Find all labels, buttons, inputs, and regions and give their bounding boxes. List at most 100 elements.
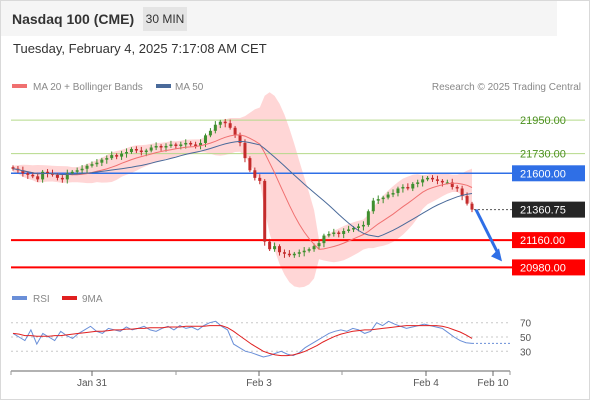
- bollinger-band: [13, 92, 472, 288]
- candle-body: [213, 124, 217, 131]
- forecast-arrow-head: [491, 248, 502, 262]
- ma20-swatch: [12, 84, 27, 88]
- candle-body: [139, 150, 143, 153]
- candle-body: [154, 145, 158, 148]
- candle-body: [11, 167, 15, 169]
- candle-body: [189, 142, 193, 145]
- rsi-ma-line: [12, 325, 473, 357]
- rsi-tick-label: 30: [520, 347, 532, 358]
- price-levels: [11, 119, 585, 269]
- candle-body: [31, 174, 35, 177]
- candle-body: [125, 152, 129, 154]
- candle-body: [179, 144, 183, 146]
- candle-body: [253, 170, 257, 178]
- candle-body: [287, 253, 291, 256]
- bollinger-band-area: [13, 92, 472, 288]
- candle-body: [268, 241, 272, 250]
- candle-body: [218, 121, 222, 125]
- x-tick-label: Feb 4: [413, 378, 439, 389]
- candle-body: [460, 188, 464, 197]
- candle-body: [445, 182, 449, 184]
- ma50-legend-label: MA 50: [175, 82, 204, 93]
- level-label-bg: [512, 259, 585, 276]
- candle-body: [297, 252, 301, 254]
- candle-body: [65, 173, 69, 180]
- candle-body: [258, 177, 262, 181]
- rsi-swatch: [12, 296, 27, 300]
- candle-body: [41, 171, 45, 180]
- candle-body: [282, 252, 286, 254]
- candle-body: [421, 179, 425, 183]
- candle-body: [233, 127, 237, 136]
- candle-body: [450, 182, 454, 187]
- rsi-legend-label: RSI: [33, 294, 50, 305]
- candle-body: [366, 211, 370, 225]
- candle-body: [243, 142, 247, 159]
- candle-body: [70, 171, 74, 174]
- candle-body: [455, 186, 459, 189]
- candle-body: [263, 180, 267, 242]
- candle-body: [391, 193, 395, 195]
- rsi-line: [12, 320, 473, 358]
- rsi-panel: 70 50 30: [11, 319, 532, 358]
- candle-body: [75, 170, 79, 172]
- candle-body: [169, 144, 173, 146]
- candle-body: [312, 246, 316, 250]
- title-bar: Nasdaq 100 (CME) 30 MIN: [1, 1, 557, 36]
- candle-body: [134, 149, 138, 151]
- candle-body: [470, 203, 474, 210]
- candle-body: [90, 164, 94, 166]
- candle-body: [332, 232, 336, 235]
- candle-body: [292, 253, 296, 256]
- candle-body: [159, 145, 163, 148]
- candle-body: [401, 186, 405, 189]
- candle-body: [342, 230, 346, 235]
- candle-body: [426, 177, 430, 180]
- candle-body: [36, 176, 40, 180]
- level-label-bg: [512, 165, 585, 182]
- candle-body: [110, 155, 114, 159]
- candle-body: [406, 186, 410, 189]
- candle-body: [55, 174, 59, 178]
- level-label: 20980.00: [520, 262, 566, 274]
- candle-body: [46, 171, 50, 174]
- candle-body: [386, 194, 390, 198]
- x-tick-label: Jan 31: [77, 378, 107, 389]
- candle-body: [465, 196, 469, 204]
- candle-body: [164, 145, 168, 148]
- level-label: 21950.00: [520, 115, 566, 127]
- rsi-ma-legend-label: 9MA: [82, 294, 103, 305]
- candle-body: [203, 135, 207, 143]
- level-label: 21600.00: [520, 168, 566, 180]
- candle-body: [337, 232, 341, 235]
- ma20-legend-label: MA 20 + Bollinger Bands: [33, 82, 143, 93]
- candle-body: [371, 200, 375, 212]
- rsi-tick-label: 70: [520, 319, 532, 330]
- interval-button[interactable]: 30 MIN: [143, 7, 187, 31]
- candle-body: [223, 121, 227, 124]
- candle-body: [273, 246, 277, 250]
- timestamp: Tuesday, February 4, 2025 7:17:08 AM CET: [13, 41, 267, 56]
- candle-body: [440, 180, 444, 183]
- last-price-label: 21360.75: [520, 205, 566, 217]
- ma50-swatch: [156, 84, 171, 88]
- candle-body: [302, 250, 306, 253]
- candle-body: [228, 123, 232, 128]
- instrument-title: Nasdaq 100 (CME): [12, 11, 135, 27]
- candle-body: [26, 173, 30, 175]
- candle-body: [435, 179, 439, 181]
- forecast-arrow: [474, 208, 501, 257]
- candle-body: [356, 226, 360, 228]
- candle-body: [317, 243, 321, 247]
- candle-body: [381, 197, 385, 200]
- candle-body: [95, 162, 99, 165]
- candle-body: [307, 249, 311, 251]
- candle-body: [376, 199, 380, 201]
- candle-body: [60, 177, 64, 180]
- candle-body: [208, 130, 212, 136]
- candle-body: [100, 159, 104, 163]
- candle-body: [322, 235, 326, 244]
- rsi-ma-swatch: [62, 296, 77, 300]
- candle-body: [149, 147, 153, 151]
